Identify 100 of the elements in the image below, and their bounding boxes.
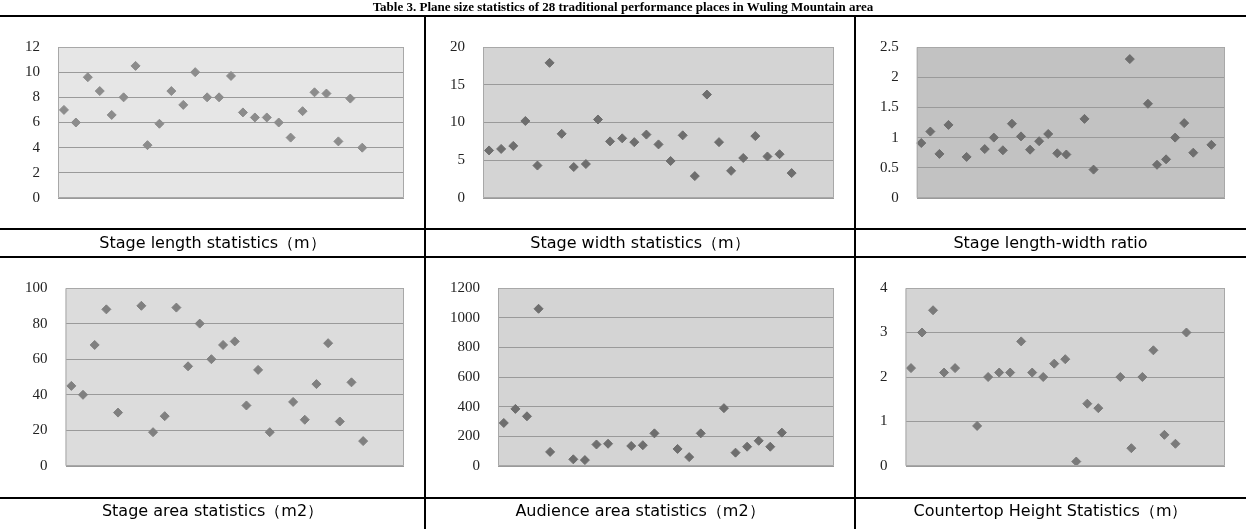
point: [136, 300, 147, 311]
point: [311, 379, 322, 390]
y-tick-label: 2: [891, 68, 899, 85]
point: [592, 114, 603, 125]
point: [786, 168, 797, 179]
point: [665, 156, 676, 167]
y-tick-label: 0: [880, 456, 888, 473]
y-tick-label: 2: [32, 163, 40, 180]
point: [78, 389, 89, 400]
point: [285, 132, 296, 143]
point: [183, 361, 194, 372]
point: [928, 305, 939, 316]
point: [299, 414, 310, 425]
point: [637, 440, 648, 451]
point: [58, 104, 69, 115]
y-tick-label: 10: [450, 113, 465, 130]
point: [1188, 147, 1199, 158]
point: [202, 92, 213, 103]
point: [178, 99, 189, 110]
y-tick-label: 2.5: [880, 37, 899, 54]
point: [148, 427, 159, 438]
point: [765, 441, 776, 452]
y-tick-label: 0.5: [880, 158, 899, 175]
point: [1152, 159, 1162, 170]
point: [309, 87, 320, 98]
y-tick-label: 40: [32, 385, 48, 402]
point: [214, 92, 225, 103]
point: [943, 119, 954, 130]
point: [1088, 164, 1099, 175]
y-tick-label: 200: [457, 427, 480, 444]
point: [1181, 327, 1192, 338]
point: [1115, 372, 1126, 382]
point: [334, 416, 345, 427]
point: [194, 318, 205, 329]
point: [357, 142, 368, 153]
point: [730, 447, 741, 458]
point: [617, 133, 628, 144]
point: [118, 92, 129, 103]
point: [939, 367, 950, 378]
point: [653, 139, 664, 150]
point: [1061, 149, 1072, 160]
text: Table 3. Plane size statistics of 28 traditional performance places in Wuling Mountain area: [371, 0, 875, 14]
point: [94, 86, 105, 97]
point: [333, 136, 344, 147]
point: [106, 109, 117, 120]
text: Countertop Height Statistics（m）: [912, 501, 1189, 522]
point: [323, 338, 334, 349]
point: [89, 339, 100, 350]
point: [544, 57, 555, 68]
y-tick-label: 0: [472, 456, 480, 473]
point: [750, 131, 761, 142]
point: [113, 407, 124, 418]
y-tick-label: 10: [25, 63, 40, 80]
point: [510, 403, 521, 414]
point: [934, 148, 945, 159]
point: [762, 151, 773, 162]
point: [994, 367, 1005, 378]
point: [689, 171, 700, 182]
point: [961, 151, 972, 162]
point: [273, 117, 284, 128]
point: [917, 327, 928, 338]
y-tick-label: 5: [457, 151, 465, 168]
point: [533, 303, 544, 314]
point: [649, 428, 660, 439]
y-tick-label: 1200: [450, 278, 480, 295]
point: [580, 159, 591, 170]
point: [229, 336, 240, 347]
point: [1034, 136, 1045, 147]
point: [82, 72, 93, 83]
y-tick-label: 15: [450, 75, 465, 92]
point: [556, 128, 567, 139]
y-tick-label: 60: [32, 350, 48, 367]
point: [261, 112, 272, 123]
point: [1043, 128, 1054, 139]
point: [1025, 144, 1036, 155]
point: [972, 420, 983, 431]
point: [253, 364, 264, 375]
point: [1179, 118, 1190, 129]
point: [190, 67, 201, 78]
point: [988, 132, 999, 143]
y-tick-label: 0: [40, 456, 48, 473]
text: Stage length-width ratio: [952, 233, 1149, 252]
y-tick-label: 2: [880, 367, 888, 384]
point: [718, 403, 729, 414]
text: Audience area statistics（m2）: [514, 501, 766, 522]
point: [568, 454, 579, 465]
point: [101, 304, 112, 315]
y-tick-label: 20: [32, 421, 48, 438]
point: [206, 354, 217, 365]
point: [1049, 358, 1060, 369]
y-tick-label: 1: [891, 128, 899, 145]
point: [997, 145, 1008, 156]
point: [532, 160, 543, 171]
point: [345, 93, 356, 104]
point: [297, 106, 308, 117]
point: [346, 377, 357, 388]
text: Stage width statistics（m）: [529, 233, 751, 254]
point: [1161, 154, 1172, 165]
point: [603, 438, 614, 449]
point: [166, 86, 177, 97]
